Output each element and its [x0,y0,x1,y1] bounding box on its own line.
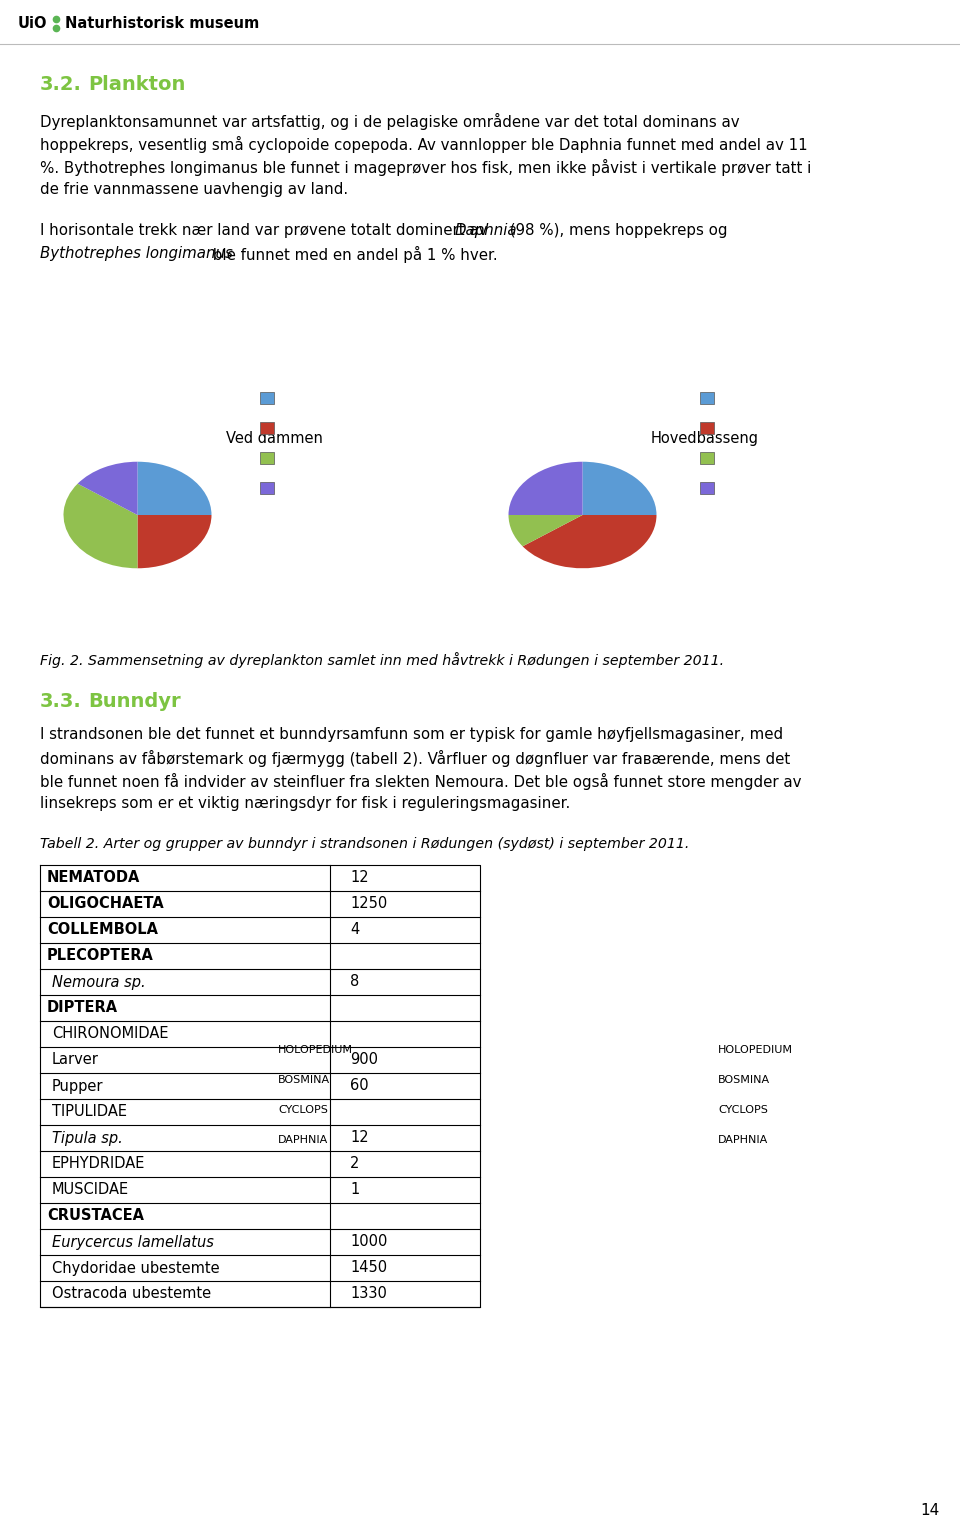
Wedge shape [509,514,583,547]
Wedge shape [137,514,211,568]
Text: 60: 60 [350,1078,369,1093]
Text: EPHYDRIDAE: EPHYDRIDAE [52,1156,145,1171]
Text: Larver: Larver [52,1052,99,1067]
Text: 3.3.: 3.3. [40,692,82,710]
Text: Ostracoda ubestemte: Ostracoda ubestemte [52,1286,211,1301]
Text: COLLEMBOLA: COLLEMBOLA [47,923,158,937]
Text: HOLOPEDIUM: HOLOPEDIUM [718,1046,793,1055]
Text: 1450: 1450 [350,1260,387,1275]
Wedge shape [137,462,211,514]
Text: I strandsonen ble det funnet et bunndyrsamfunn som er typisk for gamle høyfjells: I strandsonen ble det funnet et bunndyrs… [40,727,783,743]
Text: Dyreplanktonsamunnet var artsfattig, og i de pelagiske områdene var det total do: Dyreplanktonsamunnet var artsfattig, og … [40,113,739,130]
Text: Chydoridae ubestemte: Chydoridae ubestemte [52,1260,220,1275]
Text: %. Bythotrephes longimanus ble funnet i mageprøver hos fisk, men ikke påvist i v: %. Bythotrephes longimanus ble funnet i … [40,159,811,176]
Text: HOLOPEDIUM: HOLOPEDIUM [278,1046,353,1055]
Text: Plankton: Plankton [88,75,185,93]
Text: NEMATODA: NEMATODA [47,871,140,885]
Text: dominans av fåbørstemark og fjærmygg (tabell 2). Vårfluer og døgnfluer var frавæ: dominans av fåbørstemark og fjærmygg (ta… [40,750,790,767]
Text: ble funnet noen få indvider av steinfluer fra slekten Nemoura. Det ble også funn: ble funnet noen få indvider av steinflue… [40,773,802,790]
Text: hoppekreps, vesentlig små cyclopoide copepoda. Av vannlopper ble Daphnia funnet : hoppekreps, vesentlig små cyclopoide cop… [40,136,807,153]
Text: Fig. 2. Sammensetning av dyreplankton samlet inn med håvtrekk i Rødungen i septe: Fig. 2. Sammensetning av dyreplankton sa… [40,652,724,668]
Wedge shape [63,484,137,568]
Text: Eurycercus lamellatus: Eurycercus lamellatus [52,1234,214,1249]
Text: 4: 4 [350,923,359,937]
Text: Tipula sp.: Tipula sp. [52,1130,123,1145]
Text: 1000: 1000 [350,1234,388,1249]
Text: OLIGOCHAETA: OLIGOCHAETA [47,897,164,911]
Text: MUSCIDAE: MUSCIDAE [52,1182,130,1197]
Text: 8: 8 [350,975,359,989]
Text: CYCLOPS: CYCLOPS [278,1105,328,1115]
Text: TIPULIDAE: TIPULIDAE [52,1104,127,1119]
Text: CYCLOPS: CYCLOPS [718,1105,768,1115]
Text: ble funnet med en andel på 1 % hver.: ble funnet med en andel på 1 % hver. [208,246,497,263]
Text: de frie vannmassene uavhengig av land.: de frie vannmassene uavhengig av land. [40,182,348,197]
Text: Daphnia: Daphnia [455,224,517,237]
Text: Bunndyr: Bunndyr [88,692,180,710]
Text: Ved dammen: Ved dammen [226,430,323,446]
Text: 1330: 1330 [350,1286,387,1301]
Text: DIPTERA: DIPTERA [47,1000,118,1015]
Text: Naturhistorisk museum: Naturhistorisk museum [65,17,259,32]
Text: 12: 12 [350,1130,369,1145]
Text: 1250: 1250 [350,897,387,911]
Text: 14: 14 [921,1503,940,1519]
Text: CRUSTACEA: CRUSTACEA [47,1208,144,1223]
Wedge shape [522,514,657,568]
Text: Pupper: Pupper [52,1078,104,1093]
Wedge shape [509,462,583,514]
Text: 3.2.: 3.2. [40,75,82,93]
Text: 1: 1 [350,1182,359,1197]
Text: DAPHNIA: DAPHNIA [718,1134,768,1145]
Text: Nemoura sp.: Nemoura sp. [52,975,146,989]
Text: CHIRONOMIDAE: CHIRONOMIDAE [52,1026,169,1041]
Wedge shape [78,462,137,514]
Text: BOSMINA: BOSMINA [718,1075,770,1085]
Wedge shape [583,462,657,514]
Text: Tabell 2. Arter og grupper av bunndyr i strandsonen i Rødungen (sydøst) i septem: Tabell 2. Arter og grupper av bunndyr i … [40,837,689,851]
Text: BOSMINA: BOSMINA [278,1075,330,1085]
Text: Hovedbasseng: Hovedbasseng [650,430,758,446]
Text: (98 %), mens hoppekreps og: (98 %), mens hoppekreps og [505,224,728,237]
Text: PLECOPTERA: PLECOPTERA [47,949,154,963]
Text: UiO: UiO [18,17,47,32]
Text: I horisontale trekk nær land var prøvene totalt dominert av: I horisontale trekk nær land var prøvene… [40,224,492,237]
Text: 900: 900 [350,1052,378,1067]
Text: 2: 2 [350,1156,359,1171]
Text: 12: 12 [350,871,369,885]
Text: DAPHNIA: DAPHNIA [278,1134,328,1145]
Text: Bythotrephes longimanus: Bythotrephes longimanus [40,246,233,260]
Text: linsekreps som er et viktig næringsdyr for fisk i reguleringsmagasiner.: linsekreps som er et viktig næringsdyr f… [40,796,570,811]
